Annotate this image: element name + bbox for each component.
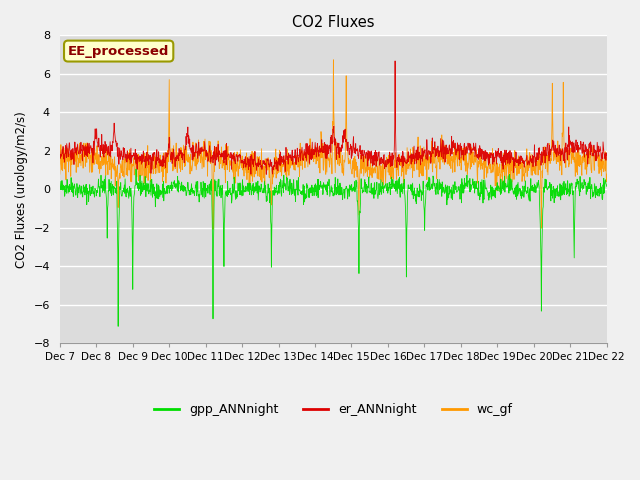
Legend: gpp_ANNnight, er_ANNnight, wc_gf: gpp_ANNnight, er_ANNnight, wc_gf	[148, 398, 518, 421]
Text: EE_processed: EE_processed	[68, 45, 170, 58]
Title: CO2 Fluxes: CO2 Fluxes	[292, 15, 374, 30]
Y-axis label: CO2 Fluxes (urology/m2/s): CO2 Fluxes (urology/m2/s)	[15, 111, 28, 267]
